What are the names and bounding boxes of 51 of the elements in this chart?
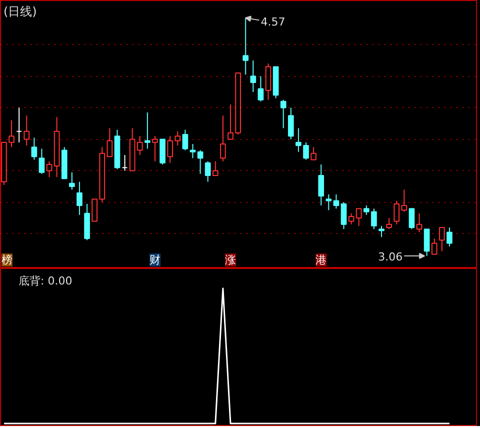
annotation: 3.06 [378,250,403,264]
candlestick [424,228,430,256]
candlestick [296,128,302,152]
candlestick [106,128,113,158]
candlestick [122,154,128,172]
chart-title: (日线) [4,4,37,18]
candlestick [258,76,264,102]
candlestick [348,212,354,225]
candlestick [378,225,384,238]
candlestick [69,172,75,190]
candlestick [182,129,188,151]
candlestick [38,148,45,174]
candlestick [280,99,286,129]
candlestick [431,238,438,255]
candlestick [46,160,52,178]
candlestick [310,146,316,160]
candlestick [303,142,309,160]
chart-title: 底背: 0.00 [18,274,72,288]
candlestick [439,227,445,252]
candlestick [318,164,324,206]
candlestick [250,60,256,92]
candlestick [356,208,362,226]
candlestick [333,194,340,210]
candlestick [204,160,211,182]
candlestick [197,150,204,174]
candlestick [152,136,158,162]
candlestick [228,104,234,140]
annotation: 港 [316,254,327,266]
candlestick [386,218,392,230]
annotation: 涨 [224,254,236,266]
candlestick [16,107,22,143]
candlestick [31,137,38,160]
candlestick [326,194,332,211]
candlestick [446,227,452,247]
candlestick [288,107,294,140]
candlestick [265,63,272,100]
annotation: 榜 [1,254,12,266]
candlestick [24,115,30,146]
annotation: 财 [149,254,160,266]
candlestick [92,198,98,222]
candlestick [190,143,196,159]
annotation: 4.57 [260,15,286,28]
candlestick [144,112,150,150]
candlestick [242,17,249,76]
candlestick [76,181,82,216]
candlestick [220,115,226,162]
candlestick [408,208,415,230]
candlestick [340,202,347,230]
candlestick [416,212,422,233]
candlestick [212,160,218,176]
candlestick [160,138,166,165]
